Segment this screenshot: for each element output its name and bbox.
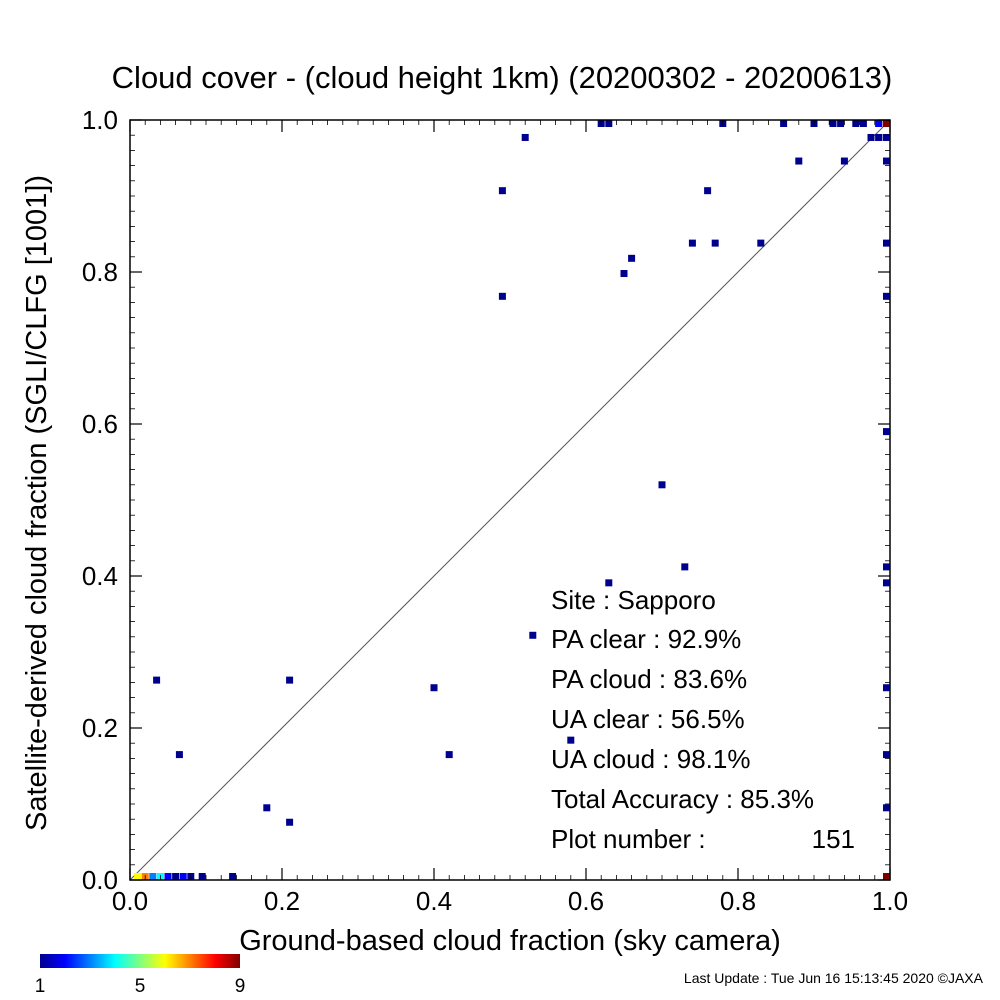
data-point [883,239,890,247]
stats-total-accuracy: Total Accuracy : 85.3% [551,784,814,814]
data-point [883,751,890,759]
reference-diagonal-line [129,119,891,881]
stats-box: Site : Sapporo PA clear : 92.9% PA cloud… [551,585,855,854]
data-point [263,804,271,812]
data-point [883,563,890,571]
data-point [445,751,453,759]
data-point [430,684,438,692]
x-tick-label: 0.2 [264,886,300,916]
data-point [883,157,890,165]
data-point [286,676,294,684]
data-point [704,187,712,195]
colorbar-min-label: 1 [35,976,46,997]
data-point [837,120,845,127]
data-point [875,133,883,141]
stats-pa-cloud: PA cloud : 83.6% [551,664,747,694]
data-point [628,254,636,262]
data-point [757,239,765,247]
stats-plot-number-label: Plot number : [551,824,706,854]
data-point [498,187,506,195]
data-point [875,120,883,127]
data-point [883,804,890,812]
y-axis-label: Satellite-derived cloud fraction (SGLI/C… [21,175,53,831]
colorbar [40,954,240,968]
colorbar-max-label: 9 [235,976,246,997]
stats-site: Site : Sapporo [551,585,716,615]
stats-plot-number-value: 151 [812,824,855,854]
chart-title: Cloud cover - (cloud height 1km) (202003… [112,60,893,95]
data-point [859,120,867,127]
x-axis-label: Ground-based cloud fraction (sky camera) [239,925,781,957]
y-tick-label: 0.6 [82,409,118,439]
data-point [829,120,837,127]
data-point [795,157,803,165]
data-point [658,481,666,489]
y-tick-label: 0.8 [82,257,118,287]
data-point [149,873,157,880]
data-point [852,120,860,127]
data-point [498,292,506,300]
x-tick-label: 0.6 [568,886,604,916]
last-update-text: Last Update : Tue Jun 16 15:13:45 2020 ©… [684,970,984,986]
x-tick-label: 0.8 [720,886,756,916]
data-point [286,818,294,826]
colorbar-mid-label: 5 [135,976,146,997]
data-point [883,684,890,692]
data-point [620,270,628,278]
stats-pa-clear: PA clear : 92.9% [551,624,741,654]
data-point [882,120,890,127]
data-point [529,631,537,639]
plot-area: 0.0 0.2 0.4 0.6 0.8 1.0 0.0 0.2 0.4 0.6 0.8 1.0 [82,105,908,916]
data-point [153,676,161,684]
data-point [164,873,172,880]
data-point [605,579,613,587]
data-point [883,579,890,587]
data-point [840,157,848,165]
stats-ua-clear: UA clear : 56.5% [551,704,745,734]
data-point [198,873,206,880]
y-tick-label: 0.2 [82,713,118,743]
data-point [883,428,890,436]
data-point [883,873,890,880]
y-tick-label: 0.0 [82,865,118,895]
data-point [867,133,875,141]
y-tick-label: 1.0 [82,105,118,135]
data-point [883,292,890,300]
data-point [175,751,183,759]
x-tick-label: 0.4 [416,886,452,916]
data-point [179,873,187,880]
data-point [567,736,575,744]
data-point [882,133,890,141]
data-point [711,239,719,247]
data-point [605,120,613,127]
data-point [521,133,529,141]
x-tick-label: 1.0 [872,886,908,916]
y-tick-label: 0.4 [82,561,118,591]
data-point [681,563,689,571]
data-point [688,239,696,247]
data-point [134,873,142,880]
stats-ua-cloud: UA cloud : 98.1% [551,744,750,774]
x-tick-label: 0.0 [112,886,148,916]
data-point [229,873,237,880]
